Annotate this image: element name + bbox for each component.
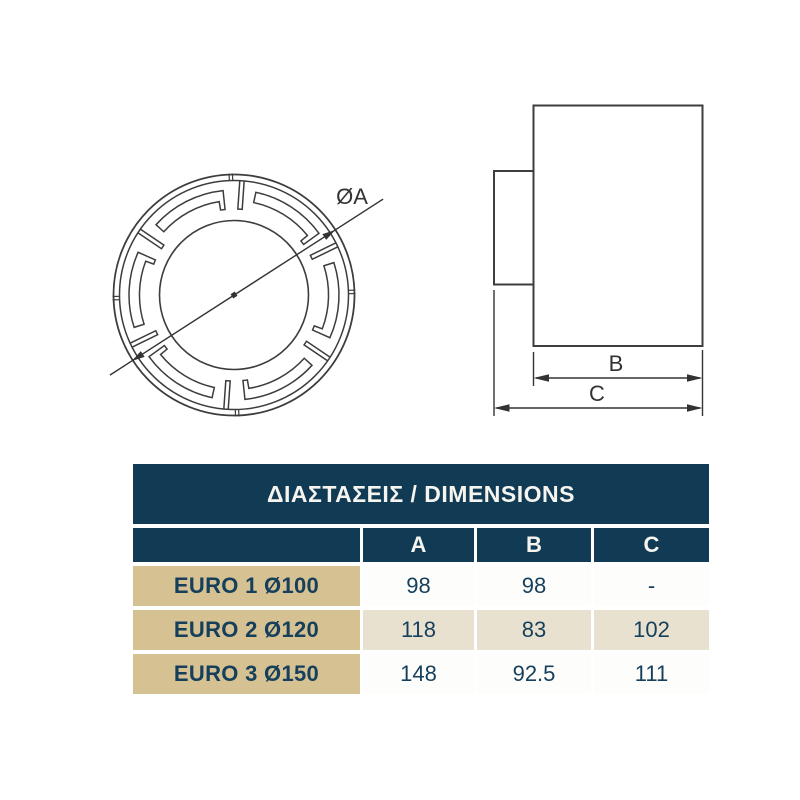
inner-ring-circle xyxy=(118,179,350,411)
technical-drawing: ØA B C xyxy=(109,104,704,417)
vane-spoke xyxy=(137,228,165,250)
center-mark xyxy=(230,291,238,299)
table-corner-cell xyxy=(133,528,360,562)
table-grid: A B C EURO 1 Ø100 98 98 - EURO 2 Ø120 11… xyxy=(133,528,709,694)
hub-circle xyxy=(158,219,310,371)
table-title: ΔΙΑΣΤΑΣΕΙΣ / DIMENSIONS xyxy=(133,464,709,524)
arrow-c-right xyxy=(687,404,703,412)
value-euro1-b: 98 xyxy=(477,566,591,606)
dimension-b-label: B xyxy=(609,351,624,376)
outer-ring-circle xyxy=(112,173,356,417)
side-view-body xyxy=(532,104,704,347)
value-euro2-a: 118 xyxy=(363,610,474,650)
row-label-euro-1: EURO 1 Ø100 xyxy=(133,566,360,606)
vane-blade xyxy=(154,189,226,233)
value-euro3-b: 92.5 xyxy=(477,654,591,694)
dimensions-table: ΔΙΑΣΤΑΣΕΙΣ / DIMENSIONS A B C EURO 1 Ø10… xyxy=(133,464,709,694)
row-label-euro-3: EURO 3 Ø150 xyxy=(133,654,360,694)
value-euro1-a: 98 xyxy=(363,566,474,606)
vane-spoke xyxy=(223,379,231,410)
value-euro3-c: 111 xyxy=(594,654,709,694)
vane-spoke xyxy=(129,329,159,348)
vane-blade xyxy=(242,357,314,401)
value-euro2-c: 102 xyxy=(594,610,709,650)
side-view-duct-collar xyxy=(493,170,535,286)
vane-group xyxy=(128,180,340,410)
diameter-dimension: ØA xyxy=(109,184,384,376)
row-label-euro-2: EURO 2 Ø120 xyxy=(133,610,360,650)
value-euro1-c: - xyxy=(594,566,709,606)
dimension-c-label: C xyxy=(589,381,605,406)
diameter-label: ØA xyxy=(336,184,368,209)
arrow-b-right xyxy=(687,374,703,382)
vane-blade xyxy=(311,261,340,339)
value-euro2-b: 83 xyxy=(477,610,591,650)
diameter-dimension-line xyxy=(109,198,384,376)
arrowhead-lower-left xyxy=(131,351,145,361)
vane-blade xyxy=(252,191,321,246)
side-view-dimensions xyxy=(493,290,704,416)
fan-side-view xyxy=(493,104,704,347)
arrowhead-upper-right xyxy=(322,230,336,240)
vane-blade xyxy=(128,251,157,329)
fan-front-view xyxy=(112,173,356,417)
column-header-a: A xyxy=(363,528,474,562)
column-header-b: B xyxy=(477,528,591,562)
arrow-c-left xyxy=(494,404,510,412)
vane-blade xyxy=(147,344,216,399)
value-euro3-a: 148 xyxy=(363,654,474,694)
vane-spoke xyxy=(237,180,245,211)
arrow-b-left xyxy=(533,374,549,382)
side-view-arrowheads xyxy=(494,374,703,412)
column-header-c: C xyxy=(594,528,709,562)
ring-ticks xyxy=(112,173,356,417)
vane-spoke xyxy=(303,340,331,362)
vane-spoke xyxy=(309,242,339,261)
